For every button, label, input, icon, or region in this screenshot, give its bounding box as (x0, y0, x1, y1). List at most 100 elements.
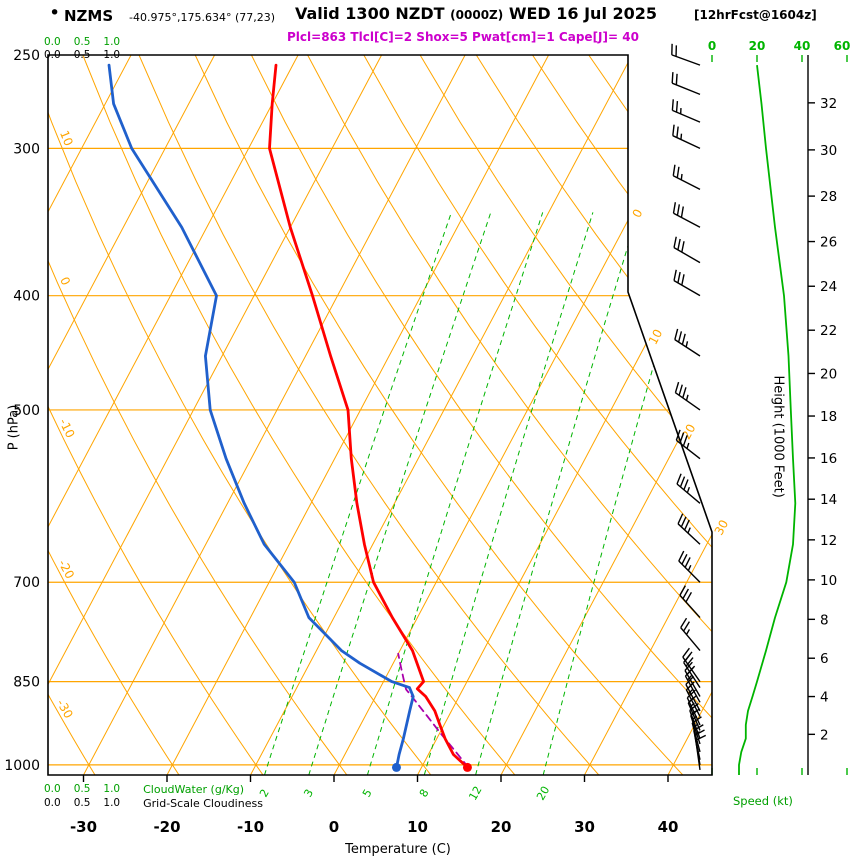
svg-text:0: 0 (329, 818, 339, 836)
wind-barb (672, 202, 701, 228)
svg-text:10: 10 (57, 129, 76, 148)
svg-text:60: 60 (834, 39, 850, 53)
temperature-axis-label: Temperature (C) (345, 842, 451, 857)
svg-text:40: 40 (794, 39, 811, 53)
wind-barb (677, 513, 701, 545)
svg-text:250: 250 (13, 48, 40, 64)
svg-text:4: 4 (820, 690, 829, 706)
model-name: NZMS (64, 7, 114, 25)
wind-barb (679, 585, 701, 619)
wind-barb (691, 716, 702, 753)
svg-text:20: 20 (534, 784, 552, 803)
svg-text:300: 300 (13, 141, 40, 157)
height-axis-label: Height (1000 Feet) (770, 375, 786, 498)
surface-dewpoint-dot (391, 762, 401, 772)
scale-tick: 1.0 (103, 797, 121, 809)
wind-barb (683, 653, 701, 689)
svg-text:28: 28 (820, 189, 837, 205)
svg-text:700: 700 (13, 575, 40, 591)
svg-text:-20: -20 (55, 557, 77, 581)
svg-text:20: 20 (820, 366, 837, 382)
valid-date: WED 16 Jul 2025 (508, 4, 658, 23)
svg-text:22: 22 (820, 323, 837, 339)
svg-text:850: 850 (13, 675, 40, 691)
wind-barb (676, 473, 701, 504)
valid-main: Valid 1300 NZDT (295, 4, 445, 23)
svg-text:0: 0 (708, 39, 716, 53)
stability-params: Plcl=863 Tlcl[C]=2 Shox=5 Pwat[cm]=1 Cap… (287, 30, 639, 44)
speed-axis-label: Speed (kt) (733, 794, 793, 808)
svg-text:8: 8 (417, 787, 432, 800)
wind-barb (671, 99, 701, 123)
svg-text:16: 16 (820, 451, 837, 467)
valid-utc: (0000Z) (450, 8, 504, 22)
scale-tick: 1.0 (103, 783, 121, 795)
valid-time: Valid 1300 NZDT (0000Z) WED 16 Jul 2025 (295, 4, 657, 23)
scale-tick: 1.0 (103, 36, 121, 48)
svg-text:-10: -10 (56, 416, 77, 440)
surface-temp-dot (462, 762, 472, 772)
wind-barb (673, 236, 701, 264)
pressure-lines (48, 147, 712, 766)
cloudiness-scale-bottom: 0.0 0.5 1.0 Grid-Scale Cloudiness (44, 797, 263, 810)
wind-barb (674, 328, 701, 357)
wind-barb (684, 667, 701, 703)
svg-text:24: 24 (820, 279, 837, 295)
svg-text:10: 10 (820, 573, 837, 589)
scale-tick: 0.0 (44, 783, 61, 795)
svg-text:6: 6 (820, 651, 829, 667)
svg-text:20: 20 (749, 39, 766, 53)
wind-barb (671, 72, 701, 96)
svg-text:1000: 1000 (4, 758, 40, 774)
svg-text:30: 30 (712, 518, 732, 538)
station-bullet: • (49, 2, 61, 24)
svg-text:32: 32 (820, 96, 837, 112)
svg-text:0: 0 (629, 207, 645, 220)
svg-text:12: 12 (466, 784, 484, 803)
station-location: -40.975°,175.634° (77,23) (129, 11, 276, 24)
scale-tick: 0.5 (73, 797, 91, 809)
svg-text:30: 30 (574, 818, 595, 836)
svg-text:40: 40 (658, 818, 679, 836)
wind-barb (687, 694, 701, 731)
svg-text:3: 3 (301, 787, 316, 800)
cloudiness-label: Grid-Scale Cloudiness (143, 797, 263, 810)
pressure-axis-label: P (hPa) (6, 404, 22, 451)
wind-barbs (671, 43, 707, 771)
wind-barb (673, 269, 701, 297)
wind-barb (672, 124, 701, 149)
svg-text:26: 26 (820, 235, 837, 251)
cloudwater-label: CloudWater (g/Kg) (143, 783, 245, 796)
scale-tick: 0.0 (44, 797, 61, 809)
dry-adiabat-lines (48, 55, 712, 775)
scale-tick: 0.5 (73, 783, 91, 795)
wind-barb (672, 164, 701, 190)
svg-text:-30: -30 (54, 697, 76, 721)
wind-barb (680, 617, 701, 652)
svg-text:30: 30 (820, 143, 837, 159)
cloudwater-scale-top: 0.0 0.5 1.0 (44, 36, 120, 48)
svg-text:10: 10 (646, 327, 666, 347)
temperature-curve (268, 63, 469, 769)
svg-text:20: 20 (491, 818, 512, 836)
scale-tick: 0.0 (44, 36, 61, 48)
svg-text:-10: -10 (237, 818, 264, 836)
dewpoint-curve (107, 63, 415, 769)
svg-text:8: 8 (820, 612, 829, 628)
svg-text:500: 500 (13, 403, 40, 419)
svg-text:12: 12 (820, 533, 837, 549)
mixing-ratio-lines (264, 212, 698, 775)
scale-tick: 0.5 (73, 36, 91, 48)
wind-barb (678, 550, 701, 583)
svg-text:10: 10 (407, 818, 428, 836)
svg-text:-20: -20 (153, 818, 180, 836)
speed-axis: 0 20 40 60 (708, 39, 850, 775)
svg-text:2: 2 (820, 727, 829, 743)
wind-barb (671, 43, 701, 66)
wind-barb (674, 381, 701, 411)
svg-text:0: 0 (57, 275, 73, 288)
svg-text:20: 20 (679, 422, 699, 442)
cloudwater-scale-bottom: 0.0 0.5 1.0 CloudWater (g/Kg) (44, 783, 244, 796)
